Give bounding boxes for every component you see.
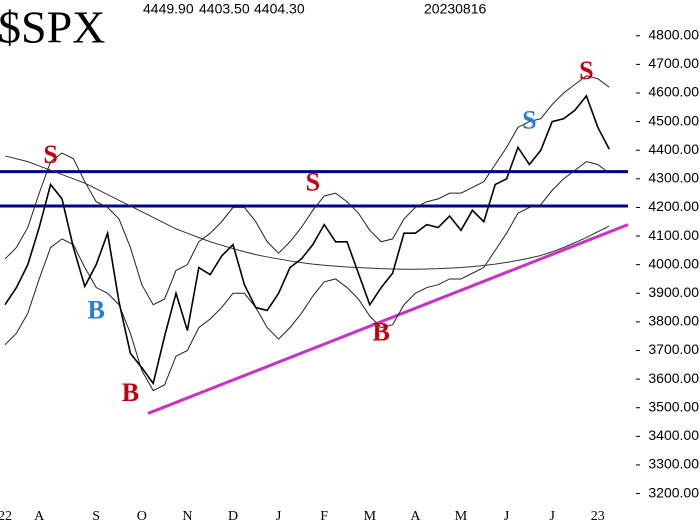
x-tick-label: A (410, 509, 421, 524)
header-value: 4404.30 (254, 1, 305, 17)
y-tick-label: 3900.00 (648, 284, 699, 300)
y-tick-label: 3700.00 (648, 341, 699, 357)
signal-label: S (306, 168, 320, 197)
x-tick-label: J (549, 509, 555, 524)
y-tick-label: 4600.00 (648, 84, 699, 100)
y-tick-label: 3200.00 (648, 484, 699, 500)
trendline (147, 223, 629, 415)
x-tick-label: S (92, 509, 100, 524)
x-tick-label: M (364, 509, 377, 524)
y-tick-label: 3600.00 (648, 370, 699, 386)
signal-label: S (43, 140, 57, 169)
y-tick-label: 3500.00 (648, 398, 699, 414)
signal-label: B (373, 318, 390, 347)
x-tick-label: O (137, 509, 147, 524)
y-tick-label: 4300.00 (648, 170, 699, 186)
y-tick-label: 3300.00 (648, 456, 699, 472)
signal-label: S (579, 56, 593, 85)
header-value: 4449.90 (143, 1, 194, 17)
x-tick-label: M (455, 509, 468, 524)
x-tick-label: J (504, 509, 510, 524)
chart-title: $SPX (0, 2, 105, 53)
header-value: 20230816 (424, 1, 487, 17)
x-tick-label: D (228, 509, 238, 524)
signal-label: B (88, 296, 105, 325)
series-line (4, 155, 610, 270)
y-tick-label: 3800.00 (648, 313, 699, 329)
x-tick-label: F (320, 509, 328, 524)
x-tick-label: 22 (0, 509, 12, 524)
x-tick-label: A (34, 509, 45, 524)
y-tick-label: 4500.00 (648, 112, 699, 128)
series-line (4, 161, 610, 392)
signal-label: S (522, 106, 536, 135)
x-tick-label: N (182, 509, 192, 524)
y-tick-label: 4400.00 (648, 141, 699, 157)
y-tick-label: 4000.00 (648, 255, 699, 271)
y-tick-label: 3400.00 (648, 427, 699, 443)
y-tick-label: 4100.00 (648, 227, 699, 243)
x-tick-label: 23 (591, 509, 605, 524)
header-value: 4403.50 (199, 1, 250, 17)
signal-label: B (122, 378, 139, 407)
x-tick-label: J (276, 509, 282, 524)
y-tick-label: 4800.00 (648, 26, 699, 42)
series-line (4, 94, 610, 386)
y-tick-label: 4200.00 (648, 198, 699, 214)
y-tick-label: 4700.00 (648, 55, 699, 71)
series-line (4, 75, 610, 306)
